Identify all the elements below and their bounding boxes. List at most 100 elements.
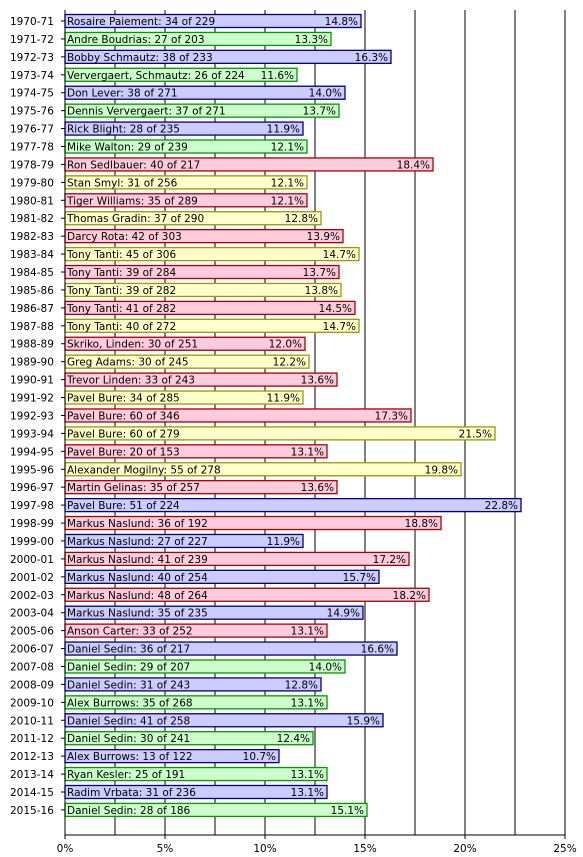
bar-player-label: Pavel Bure: 60 of 279 (67, 428, 180, 440)
bar-player-label: Daniel Sedin: 31 of 243 (67, 679, 190, 691)
season-label: 1975-76 (10, 106, 54, 118)
bar-value-label: 17.3% (375, 410, 408, 422)
season-label: 1981-82 (10, 213, 54, 225)
bar-value-label: 13.1% (291, 626, 324, 638)
bar-player-label: Stan Smyl: 31 of 256 (67, 177, 178, 189)
bar-value-label: 12.1% (271, 177, 304, 189)
bar-value-label: 11.6% (261, 70, 294, 82)
season-label: 1987-88 (10, 321, 54, 333)
season-label: 2006-07 (10, 644, 54, 656)
season-label: 1982-83 (10, 231, 54, 243)
bar-player-label: Tony Tanti: 41 of 282 (66, 303, 176, 315)
season-label: 1989-90 (10, 357, 54, 369)
bar-player-label: Pavel Bure: 51 of 224 (67, 500, 180, 512)
x-tick-label: 15% (353, 843, 376, 855)
bar-player-label: Daniel Sedin: 30 of 241 (67, 733, 190, 745)
bar-player-label: Mike Walton: 29 of 239 (67, 142, 188, 154)
bar-player-label: Tony Tanti: 40 of 272 (66, 321, 176, 333)
bar-player-label: Andre Boudrias: 27 of 203 (67, 34, 205, 46)
season-label: 1997-98 (10, 500, 54, 512)
bar-value-label: 11.9% (267, 124, 300, 136)
season-label: 1998-99 (10, 518, 54, 530)
bar-player-label: Daniel Sedin: 29 of 207 (67, 661, 190, 673)
season-label: 1994-95 (10, 446, 54, 458)
bar-value-label: 13.6% (301, 375, 334, 387)
season-label: 1993-94 (10, 428, 54, 440)
bar-value-label: 14.0% (309, 661, 342, 673)
bar-player-label: Tony Tanti: 45 of 306 (66, 249, 176, 261)
bar-player-label: Thomas Gradin: 37 of 290 (66, 213, 204, 225)
season-label: 2015-16 (10, 805, 54, 817)
season-label: 1976-77 (10, 124, 54, 136)
bar-value-label: 14.0% (309, 88, 342, 100)
bar-value-label: 15.9% (347, 715, 380, 727)
season-label: 1978-79 (10, 159, 54, 171)
bar-value-label: 13.3% (295, 34, 328, 46)
season-label: 2009-10 (10, 697, 54, 709)
season-label: 1992-93 (10, 410, 54, 422)
bar-value-label: 12.8% (285, 679, 318, 691)
bar-player-label: Tony Tanti: 39 of 282 (66, 285, 176, 297)
bar-value-label: 14.7% (323, 321, 356, 333)
bar-player-label: Markus Naslund: 41 of 239 (67, 554, 208, 566)
bar-player-label: Ron Sedlbauer: 40 of 217 (67, 159, 200, 171)
bar-value-label: 12.0% (269, 339, 302, 351)
bar-player-label: Bobby Schmautz: 38 of 233 (67, 52, 213, 64)
bar-player-label: Markus Naslund: 36 of 192 (67, 518, 208, 530)
bars: Rosaire Paiement: 34 of 229 14.8% Andre Bo… (64, 13, 522, 818)
bar-player-label: Markus Naslund: 48 of 264 (67, 590, 208, 602)
bar-player-label: Markus Naslund: 27 of 227 (67, 536, 208, 548)
x-tick-label: 10% (253, 843, 276, 855)
season-label: 1999-00 (10, 536, 54, 548)
bar-player-label: Alex Burrows: 35 of 268 (67, 697, 193, 709)
season-label: 1973-74 (10, 70, 54, 82)
bar-player-label: Darcy Rota: 42 of 303 (67, 231, 182, 243)
bar-value-label: 13.6% (301, 482, 334, 494)
bar-value-label: 21.5% (459, 428, 492, 440)
season-labels: 1970-71 1971-72 1972-73 1973-74 1974-75 1975-… (10, 16, 54, 817)
bar-value-label: 12.8% (285, 213, 318, 225)
season-label: 1986-87 (10, 303, 54, 315)
bar-value-label: 12.1% (271, 142, 304, 154)
bar-player-label: Daniel Sedin: 36 of 217 (67, 644, 190, 656)
bar-value-label: 13.1% (291, 769, 324, 781)
bar-player-label: Ryan Kesler: 25 of 191 (67, 769, 185, 781)
season-label: 2001-02 (10, 572, 54, 584)
bar-player-label: Pavel Bure: 34 of 285 (67, 393, 180, 405)
bar-player-label: Daniel Sedin: 28 of 186 (67, 805, 191, 817)
season-label: 2003-04 (10, 608, 54, 620)
x-tick-label: 25% (553, 843, 576, 855)
bar-value-label: 10.7% (243, 751, 276, 763)
bar-value-label: 13.1% (291, 697, 324, 709)
season-label: 1990-91 (10, 375, 54, 387)
bar-player-label: Rosaire Paiement: 34 of 229 (67, 16, 215, 28)
bar-value-label: 13.9% (307, 231, 340, 243)
bar-player-label: Daniel Sedin: 41 of 258 (67, 715, 190, 727)
x-tick-label: 5% (157, 843, 174, 855)
bar-player-label: Markus Naslund: 35 of 235 (67, 608, 208, 620)
x-tick-label: 20% (453, 843, 476, 855)
season-label: 1971-72 (10, 34, 54, 46)
season-label: 1977-78 (10, 142, 54, 154)
bar-player-label: Radim Vrbata: 31 of 236 (67, 787, 196, 799)
bar-value-label: 19.8% (425, 464, 458, 476)
season-label: 1984-85 (10, 267, 54, 279)
bar-player-label: Rick Blight: 28 of 235 (67, 124, 180, 136)
bar-value-label: 16.6% (361, 644, 394, 656)
bar-value-label: 12.1% (271, 195, 304, 207)
season-label: 1996-97 (10, 482, 54, 494)
bar-player-label: Skriko, Linden: 30 of 251 (67, 339, 198, 351)
season-label: 1995-96 (10, 464, 54, 476)
bar-player-label: Tony Tanti: 39 of 284 (66, 267, 176, 279)
season-label: 2011-12 (10, 733, 54, 745)
season-label: 1988-89 (10, 339, 54, 351)
season-label: 2010-11 (10, 715, 54, 727)
season-label: 1980-81 (10, 195, 54, 207)
bar-value-label: 14.8% (325, 16, 358, 28)
bar-player-label: Pavel Bure: 20 of 153 (67, 446, 180, 458)
bar-value-label: 17.2% (373, 554, 406, 566)
bar-player-label: Markus Naslund: 40 of 254 (67, 572, 208, 584)
bar-player-label: Dennis Ververgaert: 37 of 271 (67, 106, 226, 118)
bar-value-label: 13.8% (305, 285, 338, 297)
bar-player-label: Ververgaert, Schmautz: 26 of 224 (67, 70, 245, 82)
